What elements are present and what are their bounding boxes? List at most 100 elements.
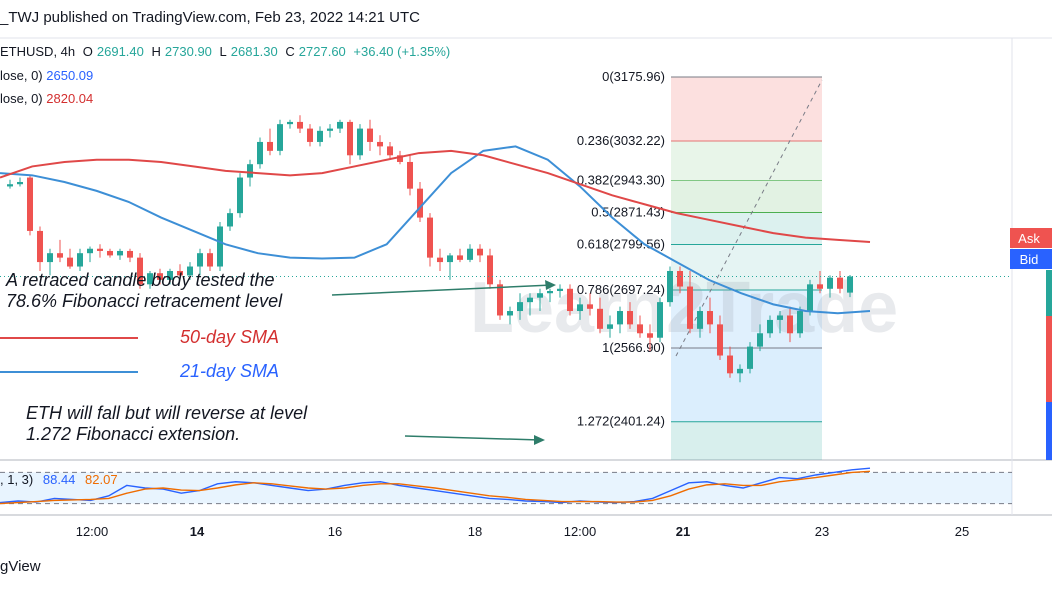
- stoch-legend[interactable]: , 1, 3) 88.44 82.07: [0, 472, 118, 487]
- candle-body: [267, 141, 273, 151]
- publisher-title: _TWJ published on TradingView.com, Feb 2…: [0, 9, 420, 26]
- x-tick-label: 16: [328, 524, 342, 539]
- candle-body: [497, 284, 503, 316]
- candle-body: [197, 253, 203, 267]
- candle-body: [737, 368, 743, 374]
- bid-badge: [1010, 249, 1052, 269]
- price-axis-marker: [1046, 402, 1052, 460]
- candle-body: [367, 128, 373, 142]
- watermark-logo: Learn2Trade: [470, 268, 898, 348]
- reverse-arrowhead: [534, 435, 545, 445]
- candle-body: [507, 311, 513, 316]
- candle-body: [187, 266, 193, 276]
- candle-body: [377, 141, 383, 147]
- close-label: C 2727.60: [285, 44, 346, 59]
- candle-body: [477, 248, 483, 256]
- candle-body: [257, 141, 263, 165]
- candle-body: [827, 277, 833, 289]
- fib-level-label: 0.618(2799.56): [577, 236, 665, 251]
- change-label: +36.40 (+1.35%): [353, 44, 451, 59]
- stoch-legend-label: , 1, 3): [0, 472, 34, 487]
- candle-body: [817, 284, 823, 289]
- retrace-arrow: [331, 284, 553, 296]
- candle-body: [707, 311, 713, 325]
- candle-body: [677, 270, 683, 287]
- candle-body: [347, 121, 353, 156]
- candle-body: [657, 302, 663, 338]
- candle-body: [527, 297, 533, 303]
- candle-body: [37, 230, 43, 263]
- open-label: O 2691.40: [82, 44, 144, 59]
- fib-level-label: 0.382(2943.30): [577, 173, 665, 188]
- fib-zone: [671, 140, 822, 181]
- candle-body: [217, 226, 223, 267]
- candle-body: [667, 270, 673, 303]
- sma21-legend[interactable]: lose, 0) 2650.09: [0, 68, 93, 83]
- sma21-legend-label: lose, 0): [0, 68, 43, 83]
- ask-label: Ask: [1018, 231, 1040, 246]
- candle-body: [767, 319, 773, 334]
- candle-body: [277, 124, 283, 151]
- fib-level-label: 1(2566.90): [602, 340, 665, 355]
- candle-body: [487, 255, 493, 285]
- price-axis-marker: [1046, 316, 1052, 402]
- candle-body: [317, 130, 323, 142]
- candle-body: [77, 253, 83, 267]
- candle-body: [447, 255, 453, 263]
- high-label: H 2730.90: [151, 44, 212, 59]
- x-tick-label: 25: [955, 524, 969, 539]
- candle-body: [547, 291, 553, 294]
- candle-body: [607, 324, 613, 329]
- candle-body: [127, 250, 133, 258]
- candle-body: [797, 311, 803, 334]
- candle-body: [237, 177, 243, 214]
- candle-body: [597, 308, 603, 329]
- fib-level-label: 0.786(2697.24): [577, 282, 665, 297]
- reverse-arrow: [404, 435, 541, 441]
- symbol-label: ETHUSD, 4h: [0, 44, 76, 59]
- header-bar: _TWJ published on TradingView.com, Feb 2…: [0, 0, 1052, 38]
- candle-body: [17, 181, 23, 185]
- fib-level-label: 0(3175.96): [602, 69, 665, 84]
- candle-body: [617, 311, 623, 325]
- candle-body: [247, 164, 253, 178]
- sma21-line: [0, 145, 871, 315]
- fib-level-label: 0.236(3032.22): [577, 133, 665, 148]
- annotation-reverse: ETH will fall but will reverse at level …: [26, 403, 308, 444]
- stoch-d-value: 82.07: [85, 472, 118, 487]
- candle-body: [307, 128, 313, 142]
- stoch-d-line: [0, 470, 871, 505]
- x-tick-label: 21: [676, 524, 690, 539]
- candle-body: [397, 155, 403, 162]
- candle-body: [837, 277, 843, 289]
- candle-body: [807, 284, 813, 312]
- candle-body: [207, 253, 213, 267]
- candle-body: [727, 355, 733, 374]
- candle-body: [327, 128, 333, 131]
- candle-body: [147, 273, 153, 285]
- candle-body: [107, 250, 113, 256]
- candle-body: [407, 161, 413, 189]
- candle-body: [757, 333, 763, 347]
- candle-body: [417, 188, 423, 218]
- candle-body: [697, 311, 703, 329]
- sma21-legend-value: 2650.09: [46, 68, 94, 83]
- sma50-legend-label: lose, 0): [0, 91, 43, 106]
- price-axis-marker: [1046, 270, 1052, 316]
- fib-level-label: 1.272(2401.24): [577, 414, 665, 429]
- fib-zone: [671, 244, 822, 291]
- low-label: L 2681.30: [219, 44, 278, 59]
- candle-body: [227, 213, 233, 227]
- candle-body: [57, 253, 63, 258]
- candle-body: [167, 270, 173, 280]
- x-tick-label: 18: [468, 524, 482, 539]
- sma50-legend[interactable]: lose, 0) 2820.04: [0, 91, 93, 106]
- candle-body: [517, 302, 523, 312]
- candle-body: [747, 346, 753, 369]
- candle-body: [627, 311, 633, 325]
- sma50-legend-value: 2820.04: [46, 91, 94, 106]
- candle-body: [427, 217, 433, 258]
- stoch-k-value: 88.44: [42, 472, 76, 487]
